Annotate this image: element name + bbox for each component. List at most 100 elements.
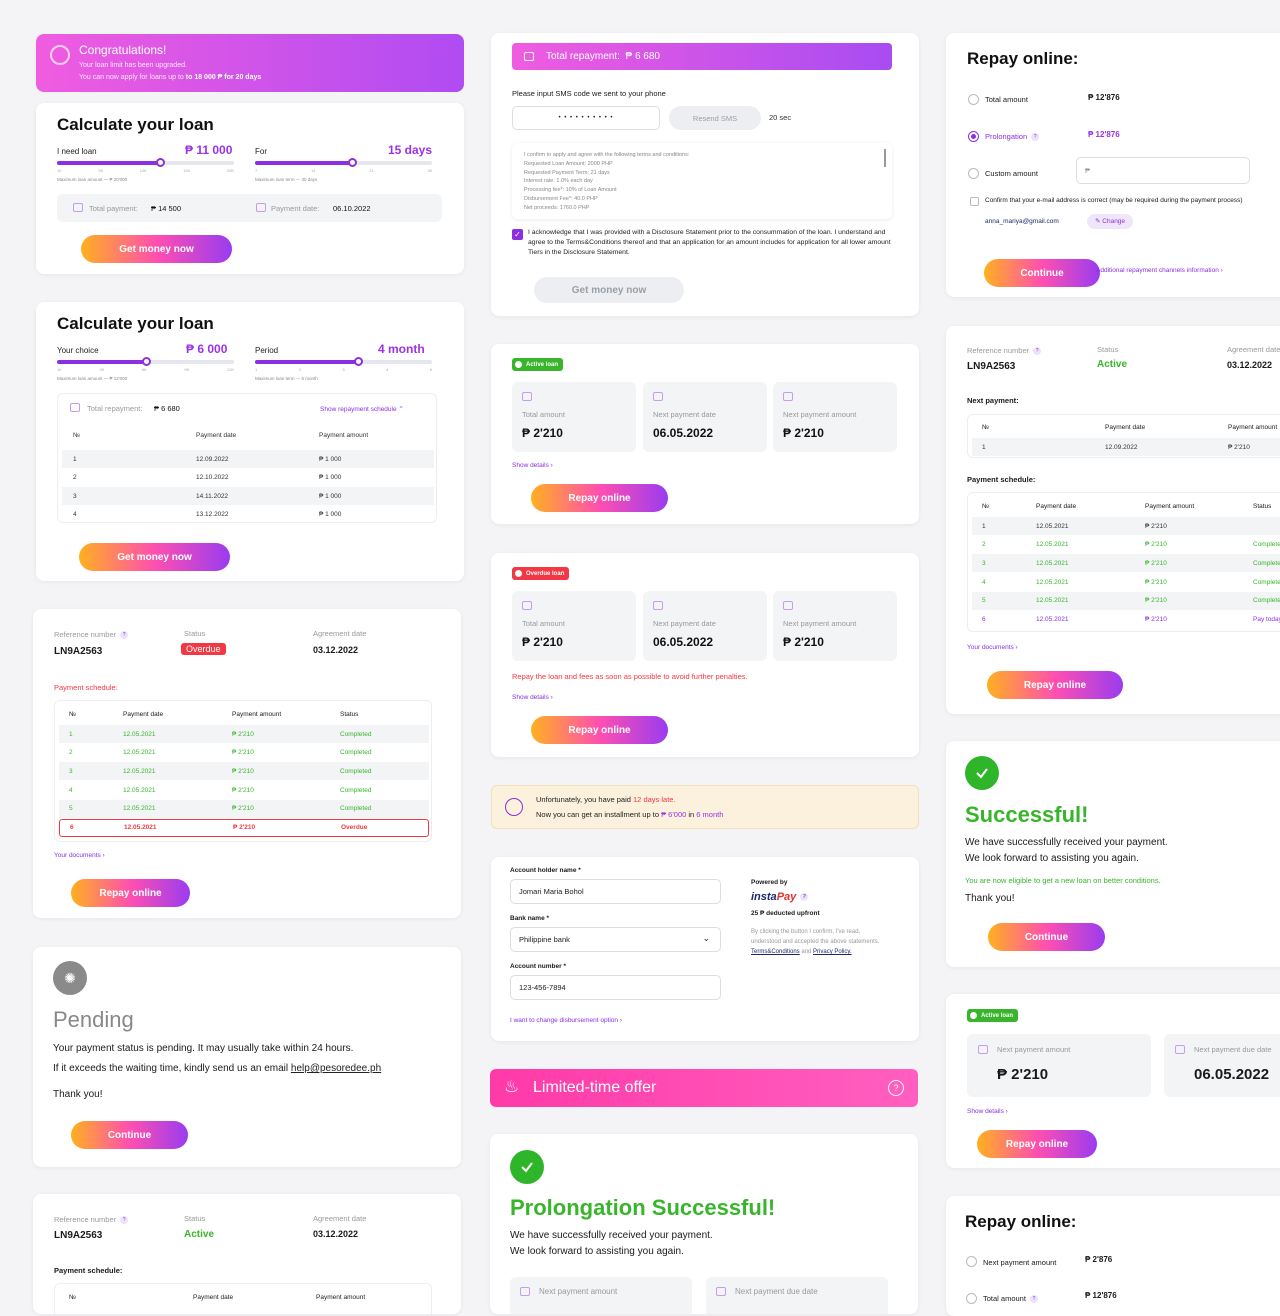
change-email-button[interactable]: ✎ Change bbox=[1087, 214, 1134, 229]
continue-button[interactable]: Continue bbox=[984, 259, 1100, 287]
wallet-icon bbox=[978, 1045, 988, 1054]
next-date-tile: Next payment date 06.05.2022 bbox=[643, 382, 767, 452]
calendar-icon bbox=[73, 203, 83, 212]
total-amount-radio[interactable] bbox=[968, 94, 979, 105]
get-money-button[interactable]: Get money now bbox=[534, 277, 684, 303]
repay-online-button[interactable]: Repay online bbox=[71, 879, 190, 907]
show-schedule-link[interactable]: Show repayment schedule ⌃ bbox=[320, 406, 404, 413]
cell-d: 12.09.2022 bbox=[196, 455, 229, 463]
calendar-icon bbox=[1175, 1045, 1185, 1054]
continue-button[interactable]: Continue bbox=[988, 923, 1105, 951]
custom-amount-radio[interactable] bbox=[968, 168, 979, 179]
success-title: Successful! bbox=[965, 802, 1089, 827]
ack-text: I acknowledge that I was provided with a… bbox=[528, 229, 891, 256]
help-icon[interactable]: ? bbox=[1031, 133, 1040, 142]
powered-by: Powered by bbox=[751, 879, 788, 886]
schedule-label: Payment schedule: bbox=[54, 683, 118, 692]
cell-d: 12.05.2021 bbox=[1036, 541, 1069, 549]
term-slider[interactable] bbox=[255, 158, 432, 167]
max-term: Maximum loan term — 6 month bbox=[255, 376, 318, 381]
repay-online-button[interactable]: Repay online bbox=[987, 671, 1123, 699]
amount-slider[interactable] bbox=[57, 158, 234, 167]
show-details-link[interactable]: Show details › bbox=[512, 694, 553, 701]
your-documents-link[interactable]: Your documents › bbox=[54, 852, 105, 859]
opt1-value: ₱ 2'876 bbox=[1085, 1255, 1113, 1264]
support-email-link[interactable]: help@pesoredee.ph bbox=[290, 1063, 382, 1074]
active-loan-card: Active loan Next payment amount ₱ 2'210 N… bbox=[946, 994, 1280, 1168]
holder-input[interactable]: Jomari Maria Bohol bbox=[510, 879, 721, 904]
help-icon[interactable]: ? bbox=[120, 631, 129, 640]
wallet-icon bbox=[520, 1287, 530, 1296]
tile-value: 06.05.2022 bbox=[653, 635, 714, 649]
total-amount-radio[interactable] bbox=[966, 1293, 977, 1304]
disclaimer: By clicking the button I confirm, I've r… bbox=[751, 929, 880, 955]
repay-online-card: Repay online: Next payment amount ₱ 2'87… bbox=[946, 1196, 1280, 1316]
sms-confirmation-card: Total repayment: ₱ 6 680 Please input SM… bbox=[491, 33, 919, 316]
table-row: 3 12.05.2021 ₱ 2'210 Completed bbox=[59, 762, 429, 781]
confirm-email-checkbox[interactable] bbox=[970, 197, 979, 206]
continue-button[interactable]: Continue bbox=[71, 1121, 188, 1149]
help-icon[interactable]: ? bbox=[888, 1080, 904, 1096]
cell-s: Pay today bbox=[1253, 616, 1280, 623]
edit-icon: ✎ bbox=[1095, 218, 1101, 225]
get-money-button[interactable]: Get money now bbox=[79, 543, 230, 571]
chevron-down-icon: ⌄ bbox=[702, 933, 710, 943]
tile-value: ₱ 2'210 bbox=[783, 426, 824, 440]
period-slider[interactable] bbox=[255, 357, 432, 366]
resend-sms-button[interactable]: Resend SMS bbox=[669, 106, 761, 130]
cell-d: 14.11.2022 bbox=[196, 492, 229, 500]
need-value: ₱ 11 000 bbox=[185, 143, 233, 157]
amount-slider[interactable] bbox=[57, 357, 234, 366]
table-row: 4 12.05.2021 ₱ 2'210 Completed bbox=[59, 781, 429, 799]
limited-offer-banner[interactable]: ♨ Limited-time offer ? bbox=[490, 1069, 918, 1107]
cell-d: 12.05.2021 bbox=[123, 767, 156, 775]
agreement-label: Agreement date bbox=[313, 629, 367, 638]
help-icon[interactable]: ? bbox=[120, 1216, 129, 1225]
card-icon bbox=[783, 601, 793, 610]
next-payment-radio[interactable] bbox=[966, 1256, 977, 1267]
tick-label: 7 bbox=[255, 168, 258, 173]
opt1-label: Total amount bbox=[985, 95, 1028, 104]
table-row: 6 12.05.2021 ₱ 2'210 Pay today bbox=[972, 611, 1280, 629]
scrollbar[interactable] bbox=[884, 149, 886, 167]
account-input[interactable]: 123-456-7894 bbox=[510, 975, 721, 1000]
repay-online-button[interactable]: Repay online bbox=[531, 484, 668, 512]
repay-online-button[interactable]: Repay online bbox=[531, 716, 668, 744]
help-icon[interactable]: ? bbox=[1033, 347, 1042, 356]
amount-ticks: 1K 5K 10K 15K 20K bbox=[57, 168, 234, 173]
table-row: 1 12.09.2022 ₱ 1 000 bbox=[62, 450, 434, 468]
terms-link[interactable]: Terms&Conditions bbox=[751, 949, 800, 955]
custom-amount-input[interactable]: ₱ bbox=[1076, 157, 1250, 184]
tile-value: ₱ 2'210 bbox=[522, 635, 563, 649]
bank-select[interactable]: Philippine bank ⌄ bbox=[510, 927, 721, 952]
cell-s: Overdue bbox=[341, 824, 368, 831]
help-icon[interactable]: ? bbox=[1029, 1295, 1038, 1304]
channels-link[interactable]: Additional repayment channels informatio… bbox=[1096, 267, 1223, 274]
help-icon[interactable]: ? bbox=[800, 893, 809, 902]
ack-checkbox[interactable]: ✓ bbox=[512, 229, 523, 240]
table-row: 1 12.05.2021 ₱ 2'210 bbox=[972, 517, 1280, 535]
repay-online-button[interactable]: Repay online bbox=[977, 1130, 1097, 1158]
smile-icon bbox=[970, 1012, 977, 1019]
need-label: I need loan bbox=[57, 147, 97, 156]
prolongation-radio[interactable] bbox=[968, 131, 979, 142]
show-details-link[interactable]: Show details › bbox=[967, 1108, 1008, 1115]
show-details-link[interactable]: Show details › bbox=[512, 462, 553, 469]
change-disbursement-link[interactable]: I want to change disbursement option › bbox=[510, 1017, 623, 1024]
get-money-button[interactable]: Get money now bbox=[81, 235, 232, 263]
success-line2: We look forward to assisting you again. bbox=[965, 853, 1139, 864]
privacy-link[interactable]: Privacy Policy. bbox=[813, 949, 852, 955]
cell-n: 5 bbox=[69, 805, 73, 813]
total-label: Total payment: bbox=[89, 204, 138, 213]
col-no: № bbox=[982, 424, 989, 431]
cell-n: 2 bbox=[69, 749, 73, 757]
terms-box[interactable]: I confirm to apply and agree with the fo… bbox=[512, 143, 892, 219]
your-documents-link[interactable]: Your documents › bbox=[967, 644, 1018, 651]
cell-n: 1 bbox=[69, 730, 73, 738]
schedule-rows: 1 12.05.2021 ₱ 2'210 2 12.05.2021 ₱ 2'210 Comp… bbox=[972, 517, 1280, 631]
calendar-icon bbox=[716, 1287, 726, 1296]
cell-a: ₱ 2'210 bbox=[1145, 541, 1167, 549]
sms-code-input[interactable]: • • • • • • • • • • bbox=[512, 106, 660, 130]
schedule-label: Payment schedule: bbox=[54, 1266, 123, 1275]
cell-a: ₱ 2'210 bbox=[232, 786, 254, 794]
